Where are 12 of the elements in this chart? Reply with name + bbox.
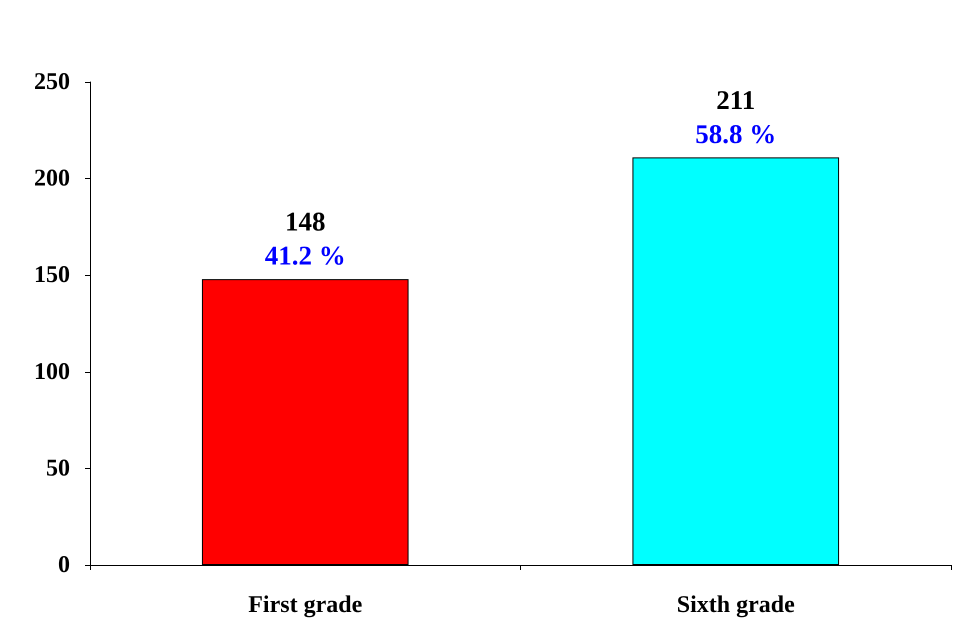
y-tick-label: 100 (34, 358, 70, 385)
y-tick-label: 150 (34, 262, 70, 288)
y-tick-label: 50 (46, 455, 70, 482)
x-tick-label: First grade (248, 592, 363, 618)
annotation: 41.2 % (264, 240, 346, 271)
data-label: 148 (285, 206, 326, 237)
annotation: 58.8 % (695, 118, 776, 149)
y-tick-label: 250 (34, 69, 70, 95)
x-tick-label: Sixth grade (676, 592, 796, 618)
y-tick-label: 0 (58, 552, 70, 578)
y-tick-label: 200 (34, 166, 70, 192)
data-label: 211 (716, 84, 756, 115)
